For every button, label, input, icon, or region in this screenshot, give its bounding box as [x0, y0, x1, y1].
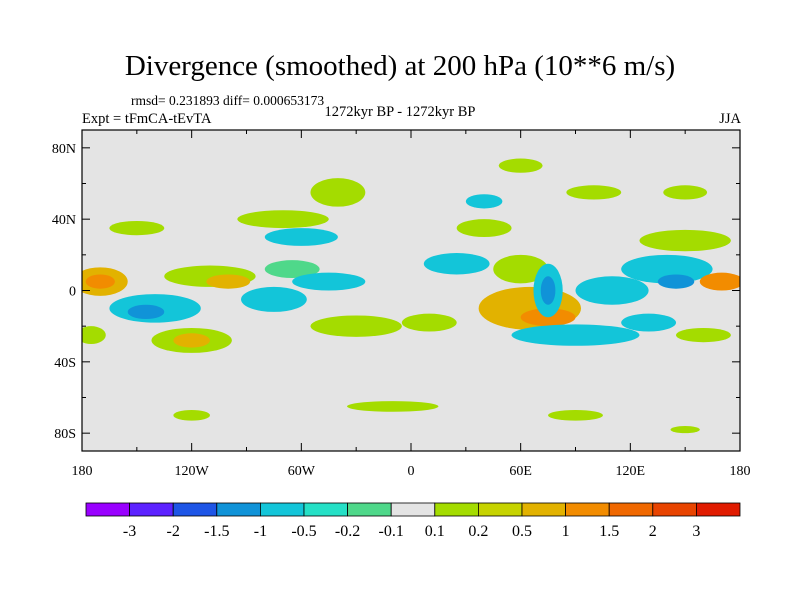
y-tick-label: 0 [69, 285, 76, 300]
colorbar-label: 2 [649, 523, 657, 540]
anomaly-blob [621, 313, 677, 332]
anomaly-blob [206, 274, 251, 289]
anomaly-blob [456, 219, 512, 237]
anomaly-blob [173, 409, 210, 421]
anomaly-blob [85, 274, 115, 289]
x-tick-label: 60W [288, 464, 316, 479]
anomaly-blob [493, 254, 549, 284]
colorbar-labels: -3 -2 -1.5 -1 -0.5 -0.2 -0.1 0.1 0.2 0.5 1 1.5 2 3 [123, 523, 700, 540]
anomaly-blob [621, 254, 713, 284]
colorbar-swatch [390, 502, 436, 517]
anomaly-blob [423, 253, 490, 275]
anomaly-blob [173, 333, 210, 348]
anomaly-blob [498, 158, 543, 173]
x-tick-label: 120W [175, 464, 210, 479]
colorbar-swatch [129, 502, 174, 517]
anomaly-blob [676, 327, 731, 343]
colorbar-swatch [696, 502, 741, 517]
stats-text: rmsd= 0.231893 diff= 0.000653173 [131, 93, 325, 108]
anomaly-blob [82, 326, 106, 344]
figure-title: Divergence (smoothed) at 200 hPa (10**6 … [124, 50, 676, 82]
colorbar-swatch [85, 502, 130, 517]
colorbar-label: -1.5 [204, 523, 229, 540]
colorbar-label: -1 [254, 523, 267, 540]
anomaly-blob [310, 178, 366, 207]
anomaly-field [82, 158, 740, 434]
anomaly-blob [520, 308, 576, 327]
anomaly-blob [663, 185, 708, 200]
axis-ticks [81, 130, 741, 451]
x-tick-label: 60E [509, 464, 532, 479]
colorbar-label: 1.5 [599, 523, 619, 540]
anomaly-blob [699, 272, 740, 291]
anomaly-blob [670, 426, 700, 434]
colorbar-label: 0.2 [468, 523, 488, 540]
colorbar-swatch [259, 502, 305, 517]
anomaly-blob [127, 304, 165, 320]
colorbar-swatch [303, 502, 348, 517]
anomaly-blob [401, 313, 457, 332]
colorbar-swatch [652, 502, 697, 517]
y-tick-label: 40S [54, 356, 76, 371]
axis-tick-labels: 180 120W 60W 0 60E 120E 180 80N 40N 0 40S 80S [52, 142, 751, 479]
anomaly-blob [237, 210, 329, 229]
anomaly-blob [292, 272, 366, 291]
colorbar-label: -0.1 [379, 523, 404, 540]
colorbar-swatch [521, 502, 566, 517]
colorbar-swatch [347, 502, 392, 517]
colorbar-swatch [565, 502, 610, 517]
anomaly-blob [657, 274, 695, 289]
colorbar-label: -0.2 [335, 523, 360, 540]
colorbar-swatch [216, 502, 261, 517]
anomaly-blob [566, 185, 622, 200]
anomaly-blob [241, 286, 307, 312]
x-tick-label: 120E [616, 464, 646, 479]
colorbar-label: -3 [123, 523, 136, 540]
y-tick-label: 80N [52, 142, 76, 157]
x-tick-label: 0 [408, 464, 415, 479]
x-tick-label: 180 [730, 464, 751, 479]
colorbar-label: 0.5 [512, 523, 532, 540]
anomaly-blob [548, 409, 603, 421]
anomaly-blob [511, 324, 640, 346]
colorbar-label: 3 [692, 523, 700, 540]
anomaly-blob [575, 276, 649, 305]
colorbar-swatch [477, 502, 523, 517]
anomaly-blob [109, 220, 165, 236]
anomaly-blob [310, 315, 402, 337]
anomaly-blob [347, 401, 439, 412]
x-tick-label: 180 [72, 464, 93, 479]
anomaly-blob [639, 229, 731, 252]
period-label: 1272kyr BP - 1272kyr BP [324, 104, 476, 120]
experiment-label: Expt = tFmCA-tEvTA [82, 111, 212, 127]
anomaly-blob [264, 260, 320, 279]
anomaly-blob [540, 276, 556, 305]
anomaly-blob [264, 228, 338, 246]
colorbar-label: 0.1 [425, 523, 445, 540]
season-label: JJA [719, 111, 741, 127]
colorbar-label: 1 [562, 523, 570, 540]
y-tick-label: 80S [54, 427, 76, 442]
y-tick-label: 40N [52, 213, 76, 228]
colorbar-label: -2 [167, 523, 180, 540]
colorbar-swatch [608, 502, 654, 517]
anomaly-blob [465, 194, 503, 209]
colorbar-label: -0.5 [291, 523, 316, 540]
colorbar-swatch [434, 502, 479, 517]
colorbar [85, 502, 741, 517]
colorbar-swatch [172, 502, 218, 517]
